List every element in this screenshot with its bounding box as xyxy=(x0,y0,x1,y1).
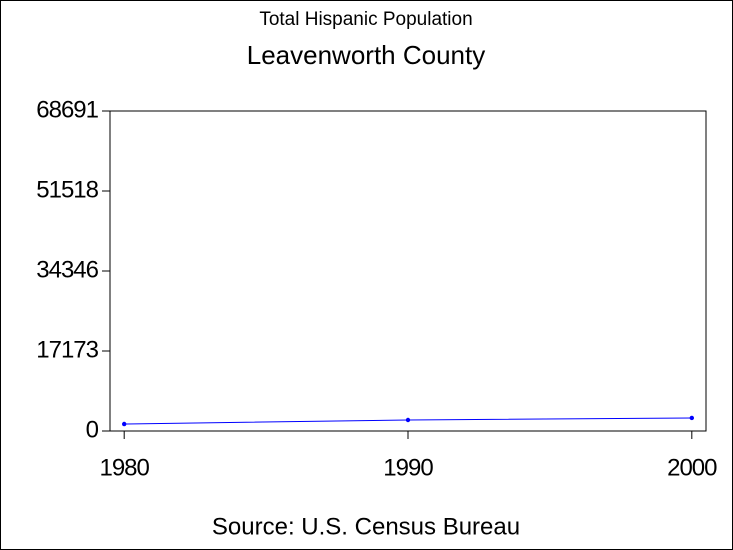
chart-title: Total Hispanic Population xyxy=(259,9,472,30)
y-tick-label: 34346 xyxy=(36,256,98,283)
data-point xyxy=(121,421,127,427)
x-tick-label: 1980 xyxy=(99,454,149,481)
y-tick-label: 0 xyxy=(86,416,99,443)
data-point xyxy=(405,417,411,423)
y-tick-label: 51518 xyxy=(36,176,98,203)
source-note: Source: U.S. Census Bureau xyxy=(212,513,520,540)
chart-subtitle: Leavenworth County xyxy=(247,40,485,70)
data-point xyxy=(689,415,695,421)
x-tick-label: 2000 xyxy=(667,454,717,481)
y-tick-label: 17173 xyxy=(36,336,98,363)
x-tick-label: 1990 xyxy=(383,454,433,481)
y-tick-label: 68691 xyxy=(36,96,98,123)
